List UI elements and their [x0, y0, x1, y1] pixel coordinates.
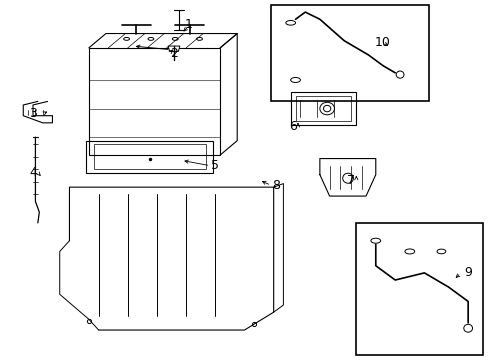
Bar — [290, 93, 356, 125]
Text: 8: 8 — [271, 179, 280, 192]
Text: 10: 10 — [374, 36, 390, 49]
Text: 4: 4 — [29, 166, 37, 179]
Polygon shape — [168, 46, 180, 51]
Text: 3: 3 — [29, 107, 37, 120]
Text: 9: 9 — [463, 266, 471, 279]
Text: 1: 1 — [184, 18, 192, 31]
Text: 2: 2 — [170, 47, 178, 60]
Bar — [271, 5, 428, 102]
Text: 5: 5 — [211, 159, 219, 172]
Bar — [86, 141, 212, 173]
Text: 6: 6 — [288, 120, 296, 133]
Bar — [94, 144, 205, 169]
Text: 7: 7 — [347, 174, 355, 186]
Bar — [89, 48, 220, 155]
Bar — [295, 96, 351, 121]
Bar — [356, 223, 482, 355]
